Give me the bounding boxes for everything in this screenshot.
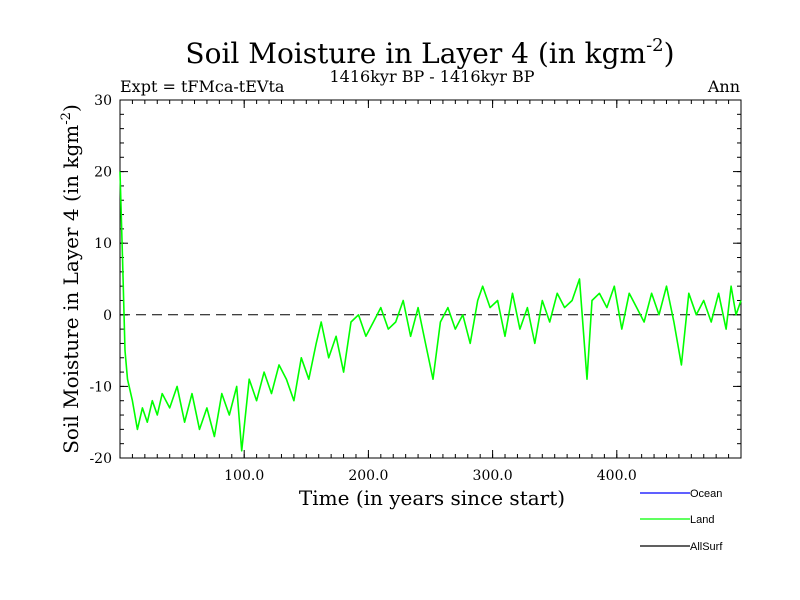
legend-land-label: Land [690, 514, 714, 526]
legend: Ocean Land AllSurf [640, 488, 723, 553]
series-line-land [119, 171, 742, 452]
y-tick-label: -10 [89, 379, 112, 395]
axis-tick-labels: 100.0 200.0 300.0 400.0 -20 -10 0 10 20 30 [89, 93, 636, 484]
y-axis-label: Soil Moisture in Layer 4 (in kgm-2) [59, 104, 83, 454]
legend-ocean-label: Ocean [690, 488, 722, 500]
x-tick-label: 200.0 [348, 468, 388, 484]
x-tick-label: 100.0 [224, 468, 264, 484]
x-tick-label: 400.0 [597, 468, 637, 484]
legend-allsurf-label: AllSurf [690, 541, 723, 553]
y-tick-label: 10 [94, 236, 112, 252]
y-tick-label: -20 [89, 451, 112, 467]
y-tick-label: 20 [94, 165, 112, 181]
season-label: Ann [707, 77, 740, 96]
y-tick-label: 30 [94, 93, 112, 109]
chart-title: Soil Moisture in Layer 4 (in kgm-2) [185, 35, 674, 70]
series-group [119, 171, 742, 452]
x-axis-label: Time (in years since start) [299, 486, 565, 510]
period-label: 1416kyr BP - 1416kyr BP [330, 67, 535, 86]
y-tick-label: 0 [103, 308, 112, 324]
axis-ticks [120, 99, 741, 459]
experiment-label: Expt = tFMca-tEVta [120, 77, 285, 96]
plot-frame [119, 99, 742, 459]
x-tick-label: 300.0 [473, 468, 513, 484]
